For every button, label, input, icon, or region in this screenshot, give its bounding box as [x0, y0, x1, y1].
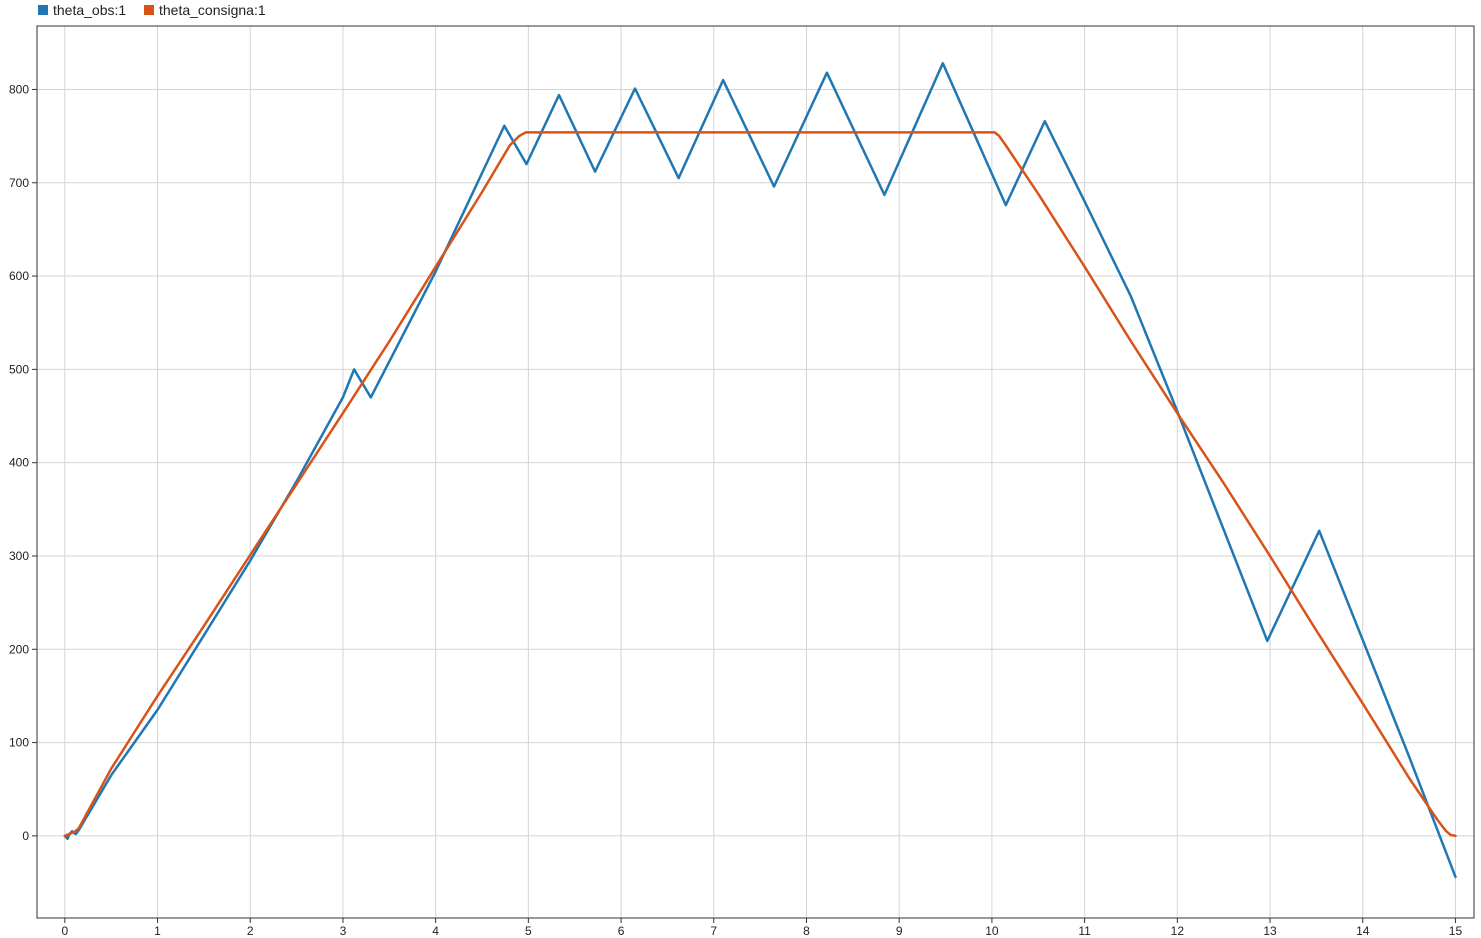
series-line-theta-obs	[63, 62, 1457, 879]
y-tick-label: 0	[22, 829, 29, 843]
x-tick-label: 9	[896, 924, 903, 938]
x-tick-label: 7	[710, 924, 717, 938]
plot-area-border	[36, 25, 1475, 919]
legend-label-theta-obs: theta_obs:1	[53, 2, 126, 18]
x-tick-label: 11	[1078, 924, 1091, 938]
y-axis: 0 100 200 300 400 500 600 700 800	[9, 82, 37, 843]
y-tick-label: 200	[9, 642, 29, 656]
x-tick-label: 10	[985, 924, 999, 938]
y-tick-label: 100	[9, 736, 29, 750]
x-tick-label: 3	[340, 924, 347, 938]
y-tick-label: 600	[9, 269, 29, 283]
y-tick-label: 500	[9, 362, 29, 376]
x-tick-label: 0	[61, 924, 68, 938]
x-tick-label: 4	[432, 924, 439, 938]
x-tick-label: 6	[618, 924, 625, 938]
x-tick-label: 13	[1263, 924, 1277, 938]
legend-swatch-theta-obs	[38, 5, 48, 15]
series-line-theta-consigna	[63, 131, 1457, 838]
x-tick-label: 12	[1171, 924, 1185, 938]
x-tick-label: 14	[1356, 924, 1370, 938]
x-tick-label: 8	[803, 924, 810, 938]
legend-swatch-theta-consigna	[144, 5, 154, 15]
x-tick-label: 2	[247, 924, 254, 938]
y-tick-label: 800	[9, 82, 29, 96]
legend-label-theta-consigna: theta_consigna:1	[159, 2, 266, 18]
x-tick-label: 15	[1449, 924, 1463, 938]
x-axis: 0 1 2 3 4 5 6 7 8 9 10 11 12 13 14 15	[61, 918, 1462, 938]
y-tick-label: 700	[9, 176, 29, 190]
legend: theta_obs:1 theta_consigna:1	[38, 2, 266, 18]
x-tick-label: 5	[525, 924, 532, 938]
grid	[37, 26, 1474, 918]
x-tick-label: 1	[154, 924, 161, 938]
y-tick-label: 300	[9, 549, 29, 563]
y-tick-label: 400	[9, 456, 29, 470]
series-lines	[63, 62, 1457, 879]
